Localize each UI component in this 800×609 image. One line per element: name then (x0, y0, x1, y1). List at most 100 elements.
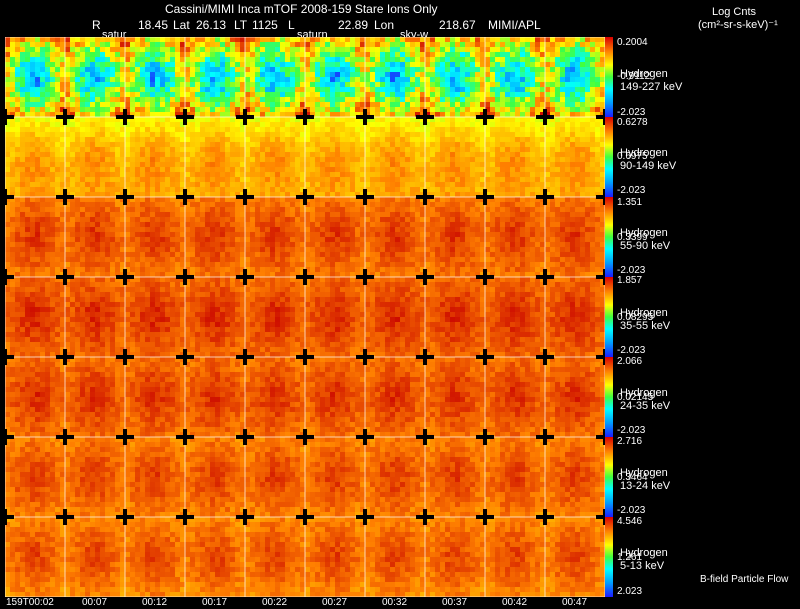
cross-marker-r2-c8 (476, 189, 494, 205)
lat-label: Lat (173, 18, 190, 32)
image-cell-r2-c4 (185, 117, 245, 197)
band-6-mid: 0.3464 (617, 472, 648, 483)
image-cell-r6-c5 (245, 437, 305, 517)
cross-marker-r6-c7 (416, 509, 434, 525)
band-1-min: -2.023 (617, 107, 646, 118)
image-cell-r7-c3 (125, 517, 185, 597)
band-5-energy: 24-35 keV (620, 400, 671, 412)
band-5-mid: 0.02145 (617, 392, 654, 403)
image-cell-r3-c5 (245, 197, 305, 277)
image-cell-r6-c4 (185, 437, 245, 517)
image-cell-r1-c10 (545, 37, 605, 117)
cross-marker-r3-c6 (356, 269, 374, 285)
cross-marker-r6-c0 (5, 509, 14, 525)
cross-marker-r4-c6 (356, 349, 374, 365)
cross-marker-r3-c4 (236, 269, 254, 285)
image-cell-r3-c3 (125, 197, 185, 277)
colorbar-band-3 (605, 197, 613, 277)
image-cell-r4-c3 (125, 277, 185, 357)
image-cell-r7-c7 (365, 517, 425, 597)
time-tick-1: 159T00:02 (6, 597, 54, 608)
band-1-energy: 149-227 keV (620, 81, 683, 93)
cross-marker-r6-c2 (116, 509, 134, 525)
cross-marker-r6-c3 (176, 509, 194, 525)
band-4-energy: 35-55 keV (620, 320, 671, 332)
time-tick-7: 00:32 (382, 597, 408, 608)
cross-marker-r1-c4 (236, 109, 254, 125)
particle-image-grid (5, 37, 605, 597)
band-4-max: 1.857 (617, 275, 643, 286)
band-3-mid: 0.3399 (617, 232, 648, 243)
cross-marker-r2-c0 (5, 189, 14, 205)
lon-label: Lon (374, 18, 395, 32)
cross-marker-r4-c9 (536, 349, 554, 365)
image-cell-r1-c7 (365, 37, 425, 117)
band-5-min: -2.023 (617, 425, 646, 436)
time-tick-5: 00:22 (262, 597, 288, 608)
band-7-max: 4.546 (617, 516, 643, 527)
band-2-mid: 0.6975 (617, 151, 648, 162)
time-tick-3: 00:12 (142, 597, 168, 608)
band-4-mid: 0.08295 (617, 312, 654, 323)
cross-marker-r1-c7 (416, 109, 434, 125)
cross-marker-r2-c3 (176, 189, 194, 205)
cross-marker-r4-c0 (5, 349, 14, 365)
cross-marker-r3-c9 (536, 269, 554, 285)
image-cell-r4-c10 (545, 277, 605, 357)
band-3-min: -2.023 (617, 265, 646, 276)
image-cell-r3-c9 (485, 197, 545, 277)
image-cell-r5-c1 (5, 357, 65, 437)
credit-label: MIMI/APL (488, 18, 541, 32)
band-2-min: -2.023 (617, 185, 646, 196)
l-value: 22.89 (338, 18, 369, 32)
cross-marker-r4-c2 (116, 349, 134, 365)
time-tick-8: 00:37 (442, 597, 468, 608)
image-cell-r1-c9 (485, 37, 545, 117)
l-label: L (288, 18, 295, 32)
band-4-min: -2.023 (617, 345, 646, 356)
cross-marker-r5-c1 (56, 429, 74, 445)
cross-marker-r2-c10 (596, 189, 605, 205)
image-cell-r2-c1 (5, 117, 65, 197)
cross-marker-r6-c1 (56, 509, 74, 525)
cross-marker-r5-c2 (116, 429, 134, 445)
image-cell-r1-c1 (5, 37, 65, 117)
cross-marker-r3-c3 (176, 269, 194, 285)
cross-marker-r2-c2 (116, 189, 134, 205)
band-7-min: 2.023 (617, 586, 643, 597)
image-cell-r6-c6 (305, 437, 365, 517)
band-6-min: -2.023 (617, 505, 646, 516)
image-cell-r4-c6 (305, 277, 365, 357)
image-cell-r7-c6 (305, 517, 365, 597)
image-cell-r3-c4 (185, 197, 245, 277)
image-cell-r7-c2 (65, 517, 125, 597)
cross-marker-r2-c6 (356, 189, 374, 205)
cross-marker-r4-c8 (476, 349, 494, 365)
image-cell-r3-c7 (365, 197, 425, 277)
lon-value: 218.67 (439, 18, 476, 32)
cross-marker-r6-c6 (356, 509, 374, 525)
image-cell-r1-c3 (125, 37, 185, 117)
r-value: 18.45 (138, 18, 169, 32)
band-3-species: Hydrogen (620, 227, 668, 239)
cross-marker-r1-c6 (356, 109, 374, 125)
cross-marker-r4-c3 (176, 349, 194, 365)
image-cell-r6-c2 (65, 437, 125, 517)
band-1-mid: -0.9112 (617, 71, 651, 82)
cross-marker-r5-c0 (5, 429, 14, 445)
cross-marker-r4-c4 (236, 349, 254, 365)
colorbar-column (605, 37, 613, 597)
image-cell-r6-c8 (425, 437, 485, 517)
cross-marker-r5-c3 (176, 429, 194, 445)
image-cell-r4-c7 (365, 277, 425, 357)
plot-title: Cassini/MIMI Inca mTOF 2008-159 Stare Io… (165, 2, 438, 16)
cross-marker-r1-c2 (116, 109, 134, 125)
image-cell-r2-c3 (125, 117, 185, 197)
cross-marker-r4-c5 (296, 349, 314, 365)
colorbar-band-1 (605, 37, 613, 117)
cross-marker-r5-c7 (416, 429, 434, 445)
image-cell-r5-c10 (545, 357, 605, 437)
time-tick-9: 00:42 (502, 597, 528, 608)
image-cell-r5-c6 (305, 357, 365, 437)
cross-marker-r1-c5 (296, 109, 314, 125)
